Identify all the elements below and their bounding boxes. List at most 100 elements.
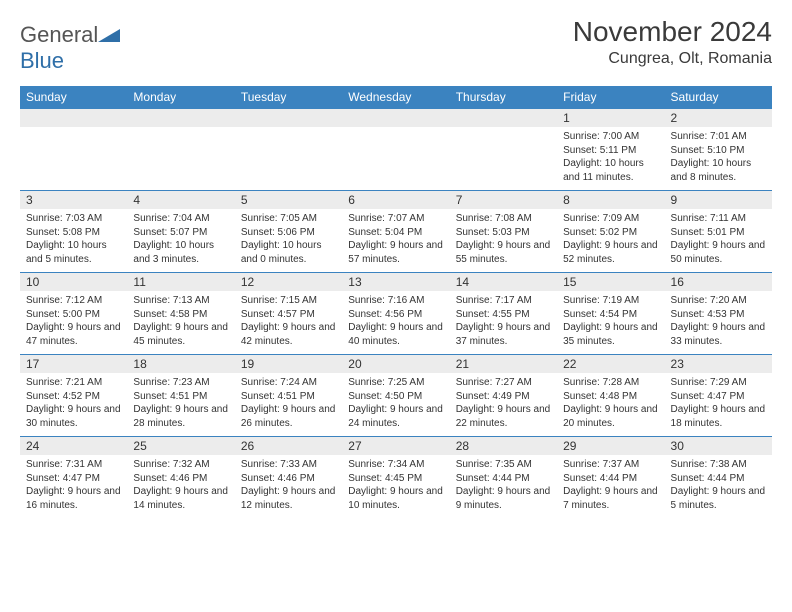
- sunrise-text: Sunrise: 7:15 AM: [241, 294, 336, 308]
- day-number: 1: [557, 109, 664, 127]
- daylight-text: Daylight: 10 hours and 0 minutes.: [241, 239, 336, 266]
- day-details: Sunrise: 7:23 AMSunset: 4:51 PMDaylight:…: [127, 373, 234, 436]
- calendar-body: 12Sunrise: 7:00 AMSunset: 5:11 PMDayligh…: [20, 109, 772, 519]
- daylight-text: Daylight: 9 hours and 57 minutes.: [348, 239, 443, 266]
- daylight-text: Daylight: 10 hours and 11 minutes.: [563, 157, 658, 184]
- sunset-text: Sunset: 5:11 PM: [563, 144, 658, 158]
- daylight-text: Daylight: 10 hours and 5 minutes.: [26, 239, 121, 266]
- day-details: [127, 127, 234, 185]
- sunrise-text: Sunrise: 7:31 AM: [26, 458, 121, 472]
- day-cell-body: Sunrise: 7:21 AMSunset: 4:52 PMDaylight:…: [20, 373, 127, 437]
- sunset-text: Sunset: 4:51 PM: [133, 390, 228, 404]
- sunrise-text: Sunrise: 7:11 AM: [671, 212, 766, 226]
- day-cell-number: 26: [235, 437, 342, 456]
- sunset-text: Sunset: 4:44 PM: [456, 472, 551, 486]
- day-cell-body: Sunrise: 7:09 AMSunset: 5:02 PMDaylight:…: [557, 209, 664, 273]
- day-header: Wednesday: [342, 86, 449, 109]
- daylight-text: Daylight: 9 hours and 28 minutes.: [133, 403, 228, 430]
- day-number: 17: [20, 355, 127, 373]
- day-cell-number: [342, 109, 449, 128]
- sunrise-text: Sunrise: 7:32 AM: [133, 458, 228, 472]
- day-number: 14: [450, 273, 557, 291]
- day-cell-number: 9: [665, 191, 772, 210]
- sunrise-text: Sunrise: 7:35 AM: [456, 458, 551, 472]
- day-cell-body: Sunrise: 7:11 AMSunset: 5:01 PMDaylight:…: [665, 209, 772, 273]
- week-number-row: 10111213141516: [20, 273, 772, 292]
- sunset-text: Sunset: 4:57 PM: [241, 308, 336, 322]
- week-number-row: 24252627282930: [20, 437, 772, 456]
- day-cell-number: 1: [557, 109, 664, 128]
- day-cell-body: Sunrise: 7:29 AMSunset: 4:47 PMDaylight:…: [665, 373, 772, 437]
- day-number: 4: [127, 191, 234, 209]
- sunset-text: Sunset: 4:55 PM: [456, 308, 551, 322]
- day-cell-number: 25: [127, 437, 234, 456]
- day-cell-body: Sunrise: 7:15 AMSunset: 4:57 PMDaylight:…: [235, 291, 342, 355]
- day-number: 2: [665, 109, 772, 127]
- sunset-text: Sunset: 4:52 PM: [26, 390, 121, 404]
- day-number: 7: [450, 191, 557, 209]
- daylight-text: Daylight: 9 hours and 22 minutes.: [456, 403, 551, 430]
- day-cell-body: Sunrise: 7:34 AMSunset: 4:45 PMDaylight:…: [342, 455, 449, 518]
- week-number-row: 3456789: [20, 191, 772, 210]
- sunset-text: Sunset: 4:50 PM: [348, 390, 443, 404]
- day-number: 6: [342, 191, 449, 209]
- day-cell-body: Sunrise: 7:38 AMSunset: 4:44 PMDaylight:…: [665, 455, 772, 518]
- day-cell-number: 20: [342, 355, 449, 374]
- day-cell-body: Sunrise: 7:17 AMSunset: 4:55 PMDaylight:…: [450, 291, 557, 355]
- day-cell-body: Sunrise: 7:31 AMSunset: 4:47 PMDaylight:…: [20, 455, 127, 518]
- day-cell-body: [20, 127, 127, 191]
- day-details: Sunrise: 7:31 AMSunset: 4:47 PMDaylight:…: [20, 455, 127, 518]
- sunset-text: Sunset: 4:44 PM: [563, 472, 658, 486]
- day-cell-body: Sunrise: 7:37 AMSunset: 4:44 PMDaylight:…: [557, 455, 664, 518]
- title-block: November 2024 Cungrea, Olt, Romania: [573, 16, 772, 68]
- sunset-text: Sunset: 4:56 PM: [348, 308, 443, 322]
- sunrise-text: Sunrise: 7:37 AM: [563, 458, 658, 472]
- day-number: 8: [557, 191, 664, 209]
- daylight-text: Daylight: 9 hours and 7 minutes.: [563, 485, 658, 512]
- day-details: Sunrise: 7:12 AMSunset: 5:00 PMDaylight:…: [20, 291, 127, 354]
- daylight-text: Daylight: 9 hours and 14 minutes.: [133, 485, 228, 512]
- triangle-icon: [98, 22, 120, 48]
- day-details: Sunrise: 7:07 AMSunset: 5:04 PMDaylight:…: [342, 209, 449, 272]
- day-details: Sunrise: 7:34 AMSunset: 4:45 PMDaylight:…: [342, 455, 449, 518]
- week-detail-row: Sunrise: 7:12 AMSunset: 5:00 PMDaylight:…: [20, 291, 772, 355]
- brand-part1: General: [20, 22, 98, 47]
- day-cell-body: Sunrise: 7:19 AMSunset: 4:54 PMDaylight:…: [557, 291, 664, 355]
- day-cell-body: Sunrise: 7:13 AMSunset: 4:58 PMDaylight:…: [127, 291, 234, 355]
- day-details: Sunrise: 7:37 AMSunset: 4:44 PMDaylight:…: [557, 455, 664, 518]
- day-details: Sunrise: 7:11 AMSunset: 5:01 PMDaylight:…: [665, 209, 772, 272]
- daylight-text: Daylight: 9 hours and 45 minutes.: [133, 321, 228, 348]
- sunset-text: Sunset: 4:47 PM: [26, 472, 121, 486]
- daylight-text: Daylight: 10 hours and 3 minutes.: [133, 239, 228, 266]
- day-number: 3: [20, 191, 127, 209]
- sunset-text: Sunset: 5:02 PM: [563, 226, 658, 240]
- daylight-text: Daylight: 9 hours and 47 minutes.: [26, 321, 121, 348]
- day-number: 11: [127, 273, 234, 291]
- day-number: 26: [235, 437, 342, 455]
- day-cell-body: Sunrise: 7:23 AMSunset: 4:51 PMDaylight:…: [127, 373, 234, 437]
- day-cell-number: 22: [557, 355, 664, 374]
- day-number: 21: [450, 355, 557, 373]
- sunrise-text: Sunrise: 7:09 AM: [563, 212, 658, 226]
- day-number: 10: [20, 273, 127, 291]
- day-details: Sunrise: 7:17 AMSunset: 4:55 PMDaylight:…: [450, 291, 557, 354]
- sunset-text: Sunset: 4:49 PM: [456, 390, 551, 404]
- day-cell-body: Sunrise: 7:32 AMSunset: 4:46 PMDaylight:…: [127, 455, 234, 518]
- day-cell-body: Sunrise: 7:28 AMSunset: 4:48 PMDaylight:…: [557, 373, 664, 437]
- day-cell-number: 2: [665, 109, 772, 128]
- day-cell-body: Sunrise: 7:05 AMSunset: 5:06 PMDaylight:…: [235, 209, 342, 273]
- day-details: Sunrise: 7:13 AMSunset: 4:58 PMDaylight:…: [127, 291, 234, 354]
- sunset-text: Sunset: 5:07 PM: [133, 226, 228, 240]
- sunset-text: Sunset: 4:51 PM: [241, 390, 336, 404]
- sunrise-text: Sunrise: 7:24 AM: [241, 376, 336, 390]
- daylight-text: Daylight: 9 hours and 18 minutes.: [671, 403, 766, 430]
- day-cell-body: [235, 127, 342, 191]
- sunrise-text: Sunrise: 7:13 AM: [133, 294, 228, 308]
- day-details: Sunrise: 7:33 AMSunset: 4:46 PMDaylight:…: [235, 455, 342, 518]
- day-cell-body: Sunrise: 7:04 AMSunset: 5:07 PMDaylight:…: [127, 209, 234, 273]
- day-cell-body: Sunrise: 7:25 AMSunset: 4:50 PMDaylight:…: [342, 373, 449, 437]
- day-cell-number: 4: [127, 191, 234, 210]
- week-detail-row: Sunrise: 7:31 AMSunset: 4:47 PM Daylight:…: [20, 455, 772, 518]
- day-header: Sunday: [20, 86, 127, 109]
- day-number: 29: [557, 437, 664, 455]
